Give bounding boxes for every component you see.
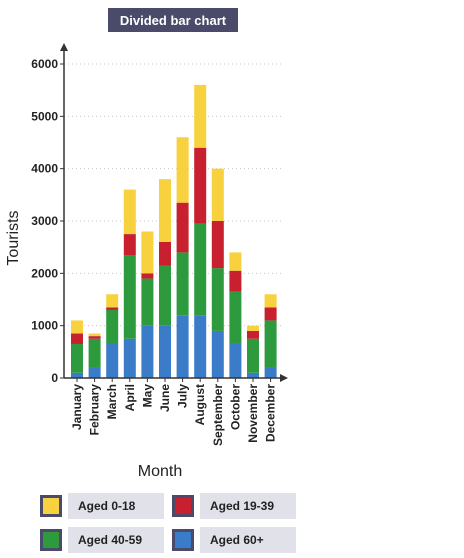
grid-layer: [64, 63, 282, 327]
legend-item-aged-0-18: Aged 0-18: [40, 492, 164, 520]
bar-segment-september-aged-19-39: [211, 221, 224, 269]
bar-segment-january-aged-19-39: [71, 333, 83, 344]
bar-segment-may-aged-0-18: [141, 231, 154, 274]
bar-segment-july-aged-0-18: [176, 137, 189, 203]
legend-item-aged-60-plus: Aged 60+: [172, 526, 296, 554]
legend-swatch-blue: [172, 529, 194, 551]
bar-segment-may-aged-60-: [141, 325, 154, 378]
bar-segment-april-aged-19-39: [123, 234, 136, 256]
x-tick-label: March: [105, 384, 119, 419]
bar-segment-january-aged-60-: [71, 372, 83, 378]
y-tick-label: 5000: [31, 109, 58, 123]
bar-segment-september-aged-40-59: [211, 268, 224, 331]
axes-layer: [60, 43, 288, 382]
y-axis-label: Tourists: [5, 210, 22, 265]
legend-label: Aged 40-59: [68, 527, 164, 553]
legend-swatch-yellow: [40, 495, 62, 517]
y-tick-label: 3000: [31, 214, 58, 228]
bar-segment-march-aged-60-: [106, 343, 119, 378]
bar-segment-january-aged-0-18: [71, 320, 83, 334]
x-tick-label: July: [176, 384, 190, 408]
bar-segment-september-aged-0-18: [211, 168, 224, 221]
bar-segment-december-aged-19-39: [264, 307, 277, 321]
bar-segment-november-aged-0-18: [247, 325, 259, 331]
y-tick-label: 1000: [31, 319, 58, 333]
x-tick-label: January: [70, 384, 84, 430]
x-tick-label: May: [140, 384, 154, 408]
bar-segment-december-aged-60-: [264, 367, 277, 378]
x-axis-arrow: [280, 374, 288, 382]
x-tick-label: June: [158, 384, 172, 412]
bar-segment-october-aged-0-18: [229, 252, 242, 271]
y-tick-label: 6000: [31, 57, 58, 71]
bar-segment-august-aged-19-39: [194, 147, 207, 224]
bar-segment-february-aged-0-18: [88, 333, 101, 337]
bar-segment-february-aged-60-: [88, 367, 101, 378]
bar-segment-november-aged-19-39: [247, 330, 259, 339]
bar-segment-august-aged-0-18: [194, 84, 207, 148]
legend-swatch-red: [172, 495, 194, 517]
chart-title: Divided bar chart: [108, 8, 238, 32]
bars-layer: [71, 84, 277, 378]
bar-segment-april-aged-0-18: [123, 189, 136, 235]
bar-segment-january-aged-40-59: [71, 343, 83, 373]
bar-segment-october-aged-60-: [229, 343, 242, 378]
bar-segment-october-aged-40-59: [229, 291, 242, 344]
bar-segment-june-aged-0-18: [159, 179, 171, 242]
bar-segment-december-aged-0-18: [264, 294, 277, 308]
bar-segment-february-aged-40-59: [88, 338, 101, 368]
bar-segment-july-aged-19-39: [176, 202, 189, 253]
bar-segment-august-aged-60-: [194, 315, 207, 378]
bar-segment-july-aged-60-: [176, 315, 189, 378]
legend-item-aged-19-39: Aged 19-39: [172, 492, 296, 520]
bar-segment-february-aged-19-39: [88, 336, 101, 339]
y-tick-label: 0: [51, 371, 58, 385]
bar-segment-august-aged-40-59: [194, 223, 207, 316]
bar-segment-march-aged-40-59: [106, 309, 119, 344]
bar-segment-june-aged-40-59: [159, 265, 171, 326]
bar-segment-april-aged-40-59: [123, 255, 136, 339]
legend-label: Aged 19-39: [200, 493, 296, 519]
legend-label: Aged 60+: [200, 527, 296, 553]
x-tick-label: November: [246, 384, 260, 443]
x-tick-label: October: [228, 384, 242, 430]
x-tick-label: September: [211, 384, 225, 446]
bar-segment-november-aged-60-: [247, 372, 259, 378]
bar-segment-july-aged-40-59: [176, 252, 189, 316]
bar-segment-september-aged-60-: [211, 330, 224, 378]
y-tick-label: 4000: [31, 162, 58, 176]
y-tick-labels: 0 1000 2000 3000 4000 5000 6000: [31, 57, 64, 385]
x-tick-label: December: [264, 384, 278, 442]
x-tick-labels: January February March April May June July Augu…: [70, 378, 278, 446]
legend-swatch-green: [40, 529, 62, 551]
bar-segment-march-aged-0-18: [106, 294, 119, 308]
bar-segment-october-aged-19-39: [229, 270, 242, 292]
bar-segment-march-aged-19-39: [106, 307, 119, 310]
bar-segment-june-aged-60-: [159, 325, 171, 378]
bar-segment-november-aged-40-59: [247, 338, 259, 373]
legend-item-aged-40-59: Aged 40-59: [40, 526, 164, 554]
bar-segment-may-aged-19-39: [141, 273, 154, 279]
bar-segment-may-aged-40-59: [141, 278, 154, 326]
x-axis-label: Month: [138, 463, 182, 480]
y-axis-arrow: [60, 43, 68, 51]
x-tick-label: April: [123, 384, 137, 411]
legend-label: Aged 0-18: [68, 493, 164, 519]
bar-segment-december-aged-40-59: [264, 320, 277, 368]
bar-segment-june-aged-19-39: [159, 241, 171, 266]
divided-bar-chart: 0 1000 2000 3000 4000 5000 6000 January Februar…: [5, 43, 288, 480]
x-tick-label: August: [193, 384, 207, 425]
bar-segment-april-aged-60-: [123, 338, 136, 378]
y-tick-label: 2000: [31, 266, 58, 280]
x-tick-label: February: [88, 384, 102, 436]
